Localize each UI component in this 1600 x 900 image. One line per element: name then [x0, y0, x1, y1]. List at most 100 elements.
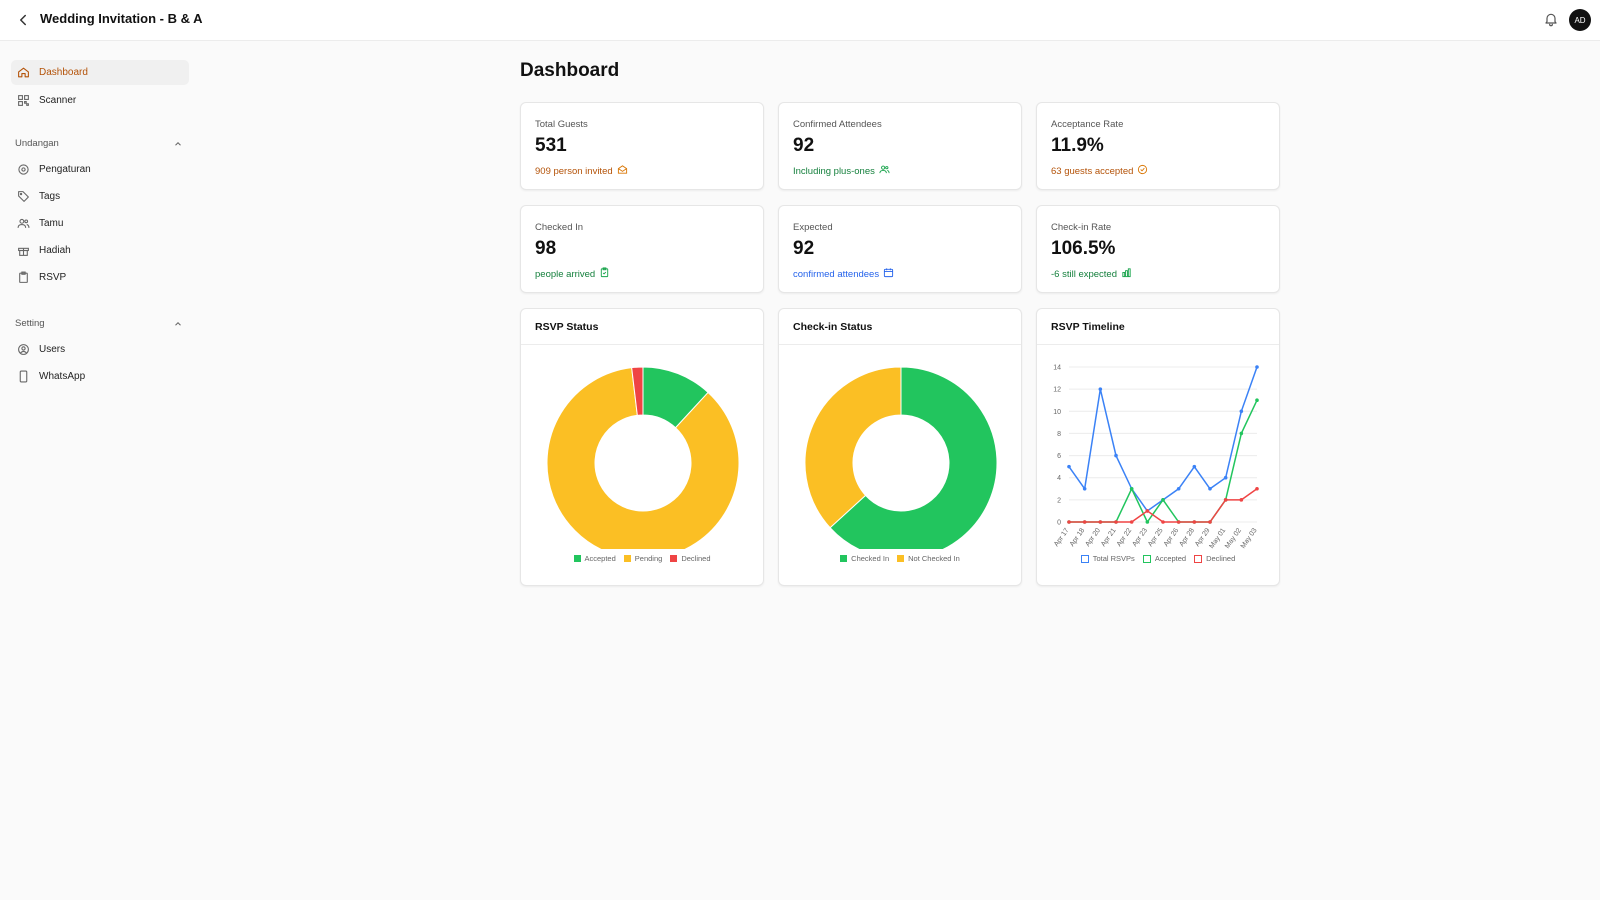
- data-point-declined[interactable]: [1208, 520, 1212, 524]
- sidebar-item-pengaturan[interactable]: Pengaturan: [11, 157, 189, 182]
- clipboard-icon: [17, 271, 30, 284]
- legend-label: Declined: [681, 554, 711, 563]
- x-tick-label: Apr 17: [1053, 527, 1071, 548]
- legend-item[interactable]: Declined: [1194, 554, 1235, 563]
- data-point-total-rsvps[interactable]: [1192, 464, 1197, 469]
- sidebar-item-users[interactable]: Users: [11, 337, 189, 362]
- data-point-total-rsvps[interactable]: [1176, 486, 1181, 491]
- stat-subtext-label: people arrived: [535, 268, 596, 280]
- data-point-declined[interactable]: [1239, 498, 1244, 502]
- sidebar-item-hadiah[interactable]: Hadiah: [11, 238, 189, 263]
- section-label-undangan: Undangan: [15, 138, 59, 149]
- x-tick-label: May 03: [1240, 527, 1259, 550]
- stat-subtext-label: confirmed attendees: [793, 268, 880, 280]
- calendar-icon: [879, 267, 894, 281]
- data-point-accepted[interactable]: [1129, 486, 1134, 491]
- stat-subtext: people arrived: [535, 267, 610, 281]
- stat-label: Confirmed Attendees: [793, 119, 882, 130]
- donut-slice-not-checked-in[interactable]: [804, 366, 902, 529]
- stat-subtext-label: Including plus-ones: [793, 165, 875, 177]
- data-point-accepted[interactable]: [1239, 431, 1244, 436]
- sidebar-item-rsvp[interactable]: RSVP: [11, 265, 189, 290]
- sidebar-item-scanner[interactable]: Scanner: [11, 88, 189, 113]
- stat-subtext-label: -6 still expected: [1051, 268, 1118, 280]
- data-point-declined[interactable]: [1067, 520, 1071, 524]
- data-point-total-rsvps[interactable]: [1098, 387, 1103, 391]
- data-point-total-rsvps[interactable]: [1082, 486, 1087, 491]
- legend-label: Total RSVPs: [1092, 554, 1135, 563]
- data-point-accepted[interactable]: [1145, 520, 1150, 524]
- data-point-declined[interactable]: [1255, 486, 1259, 491]
- x-tick-label: Apr 20: [1084, 527, 1102, 548]
- data-point-total-rsvps[interactable]: [1223, 475, 1228, 480]
- x-tick-label: Apr 18: [1069, 527, 1087, 548]
- legend-item[interactable]: Checked In: [840, 554, 889, 563]
- data-point-total-rsvps[interactable]: [1255, 365, 1259, 369]
- data-point-total-rsvps[interactable]: [1114, 453, 1118, 458]
- chevron-up-icon[interactable]: [173, 136, 183, 146]
- avatar[interactable]: AD: [1569, 9, 1591, 31]
- data-point-accepted[interactable]: [1161, 498, 1165, 502]
- sidebar-item-tags[interactable]: Tags: [11, 184, 189, 209]
- y-tick-label: 6: [1057, 453, 1061, 460]
- data-point-declined[interactable]: [1176, 520, 1181, 524]
- chevron-up-icon[interactable]: [173, 316, 183, 326]
- x-tick-label: Apr 26: [1163, 527, 1181, 548]
- donut-slice-checked-in[interactable]: [829, 366, 998, 549]
- stat-card-check-in-rate: Check-in Rate 106.5% -6 still expected: [1036, 205, 1280, 293]
- stat-card-checked-in: Checked In 98 people arrived: [520, 205, 764, 293]
- bell-icon[interactable]: [1543, 11, 1561, 29]
- chart-legend: Total RSVPs Accepted Declined: [1037, 554, 1279, 563]
- y-tick-label: 0: [1057, 520, 1061, 527]
- legend-item[interactable]: Accepted: [573, 554, 616, 563]
- legend-swatch: [573, 555, 581, 562]
- rsvp-status-donut-chart: [546, 366, 740, 549]
- donut-slice-declined[interactable]: [631, 366, 644, 416]
- legend-label: Pending: [634, 554, 663, 563]
- legend-item[interactable]: Declined: [670, 554, 711, 563]
- back-arrow-icon[interactable]: [14, 11, 32, 29]
- legend-item[interactable]: Accepted: [1142, 554, 1187, 563]
- data-point-declined[interactable]: [1192, 520, 1197, 524]
- gear-icon: [17, 163, 30, 176]
- page-title: Dashboard: [520, 60, 620, 81]
- sidebar-item-dashboard[interactable]: Dashboard: [11, 60, 189, 85]
- donut-slice-pending[interactable]: [546, 367, 740, 549]
- data-point-declined[interactable]: [1129, 520, 1134, 524]
- sidebar-item-label: Scanner: [39, 95, 77, 106]
- legend-label: Checked In: [851, 554, 890, 563]
- legend-item[interactable]: Not Checked In: [897, 554, 960, 563]
- data-point-declined[interactable]: [1161, 520, 1165, 524]
- stat-subtext: 909 person invited: [535, 164, 628, 178]
- data-point-declined[interactable]: [1082, 520, 1087, 524]
- legend-item[interactable]: Pending: [623, 554, 663, 563]
- sidebar-item-tamu[interactable]: Tamu: [11, 211, 189, 236]
- home-icon: [17, 66, 30, 79]
- stat-label: Checked In: [535, 222, 584, 233]
- stat-value: 11.9%: [1051, 135, 1104, 156]
- stat-label: Total Guests: [535, 119, 588, 130]
- legend-label: Accepted: [584, 554, 616, 563]
- stat-value: 531: [535, 135, 567, 156]
- data-point-declined[interactable]: [1223, 498, 1228, 502]
- sidebar-item-label: Dashboard: [39, 67, 88, 78]
- data-point-declined[interactable]: [1098, 520, 1103, 524]
- data-point-declined[interactable]: [1114, 520, 1118, 524]
- legend-swatch: [623, 555, 631, 562]
- legend-swatch: [840, 555, 848, 562]
- legend-label: Accepted: [1154, 554, 1187, 563]
- data-point-declined[interactable]: [1145, 509, 1150, 513]
- legend-item[interactable]: Total RSVPs: [1080, 554, 1135, 563]
- data-point-accepted[interactable]: [1255, 398, 1259, 403]
- top-bar: Wedding Invitation - B & A AD: [0, 0, 1600, 41]
- stat-value: 98: [535, 238, 557, 259]
- stat-value: 92: [793, 238, 815, 259]
- stat-label: Acceptance Rate: [1051, 119, 1124, 130]
- sidebar-item-whatsapp[interactable]: WhatsApp: [11, 364, 189, 389]
- data-point-total-rsvps[interactable]: [1208, 486, 1212, 491]
- data-point-total-rsvps[interactable]: [1239, 409, 1244, 414]
- data-point-total-rsvps[interactable]: [1067, 464, 1071, 469]
- chart-title: RSVP Timeline: [1051, 321, 1125, 333]
- x-tick-label: Apr 28: [1178, 527, 1196, 548]
